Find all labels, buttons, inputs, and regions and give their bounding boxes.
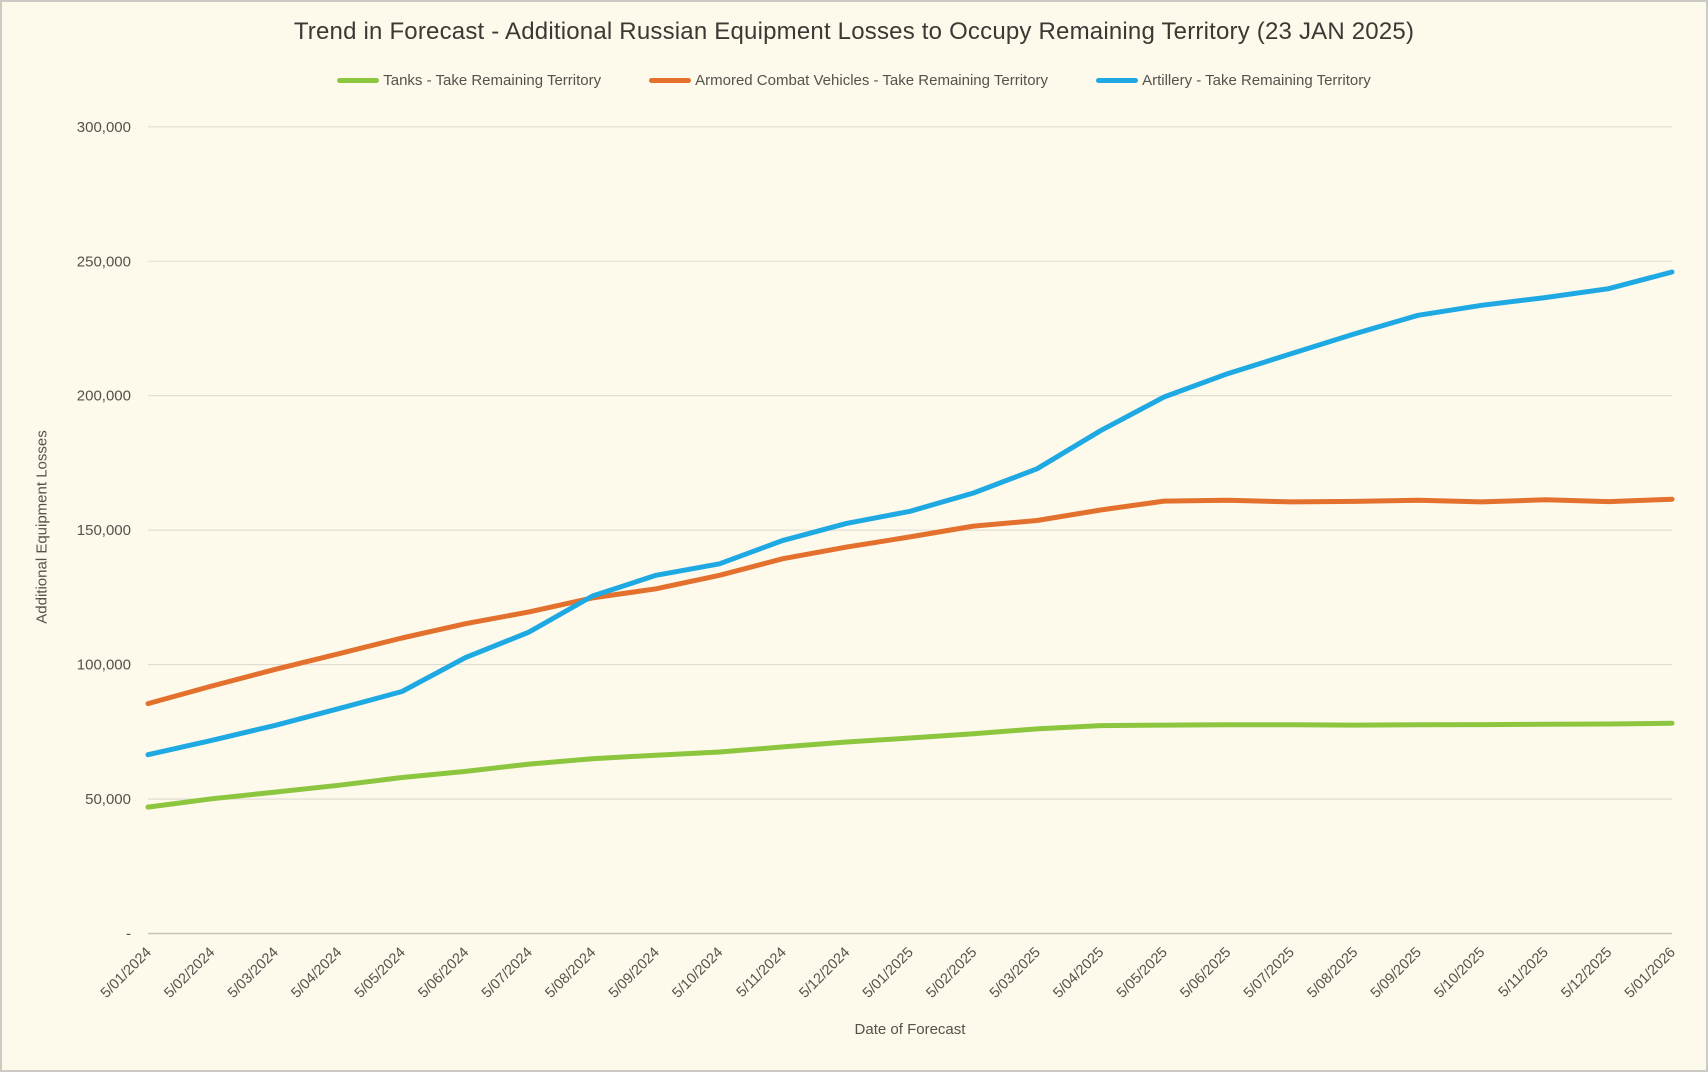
x-tick-label: 5/09/2024 (606, 945, 663, 1002)
y-tick-label: - (126, 926, 131, 943)
legend-swatch-icon (1096, 78, 1139, 83)
legend-label: Armored Combat Vehicles - Take Remaining… (695, 72, 1049, 89)
x-tick-label: 5/09/2025 (1368, 945, 1425, 1002)
x-tick-label: 5/07/2025 (1241, 945, 1298, 1002)
x-tick-label: 5/03/2025 (987, 945, 1044, 1002)
legend-item-1: Armored Combat Vehicles - Take Remaining… (649, 72, 1048, 89)
legend-label: Tanks - Take Remaining Territory (383, 72, 602, 89)
x-tick-label: 5/05/2025 (1114, 945, 1171, 1002)
x-tick-label: 5/05/2024 (352, 945, 409, 1002)
legend-item-0: Tanks - Take Remaining Territory (337, 72, 601, 89)
x-tick-label: 5/02/2024 (161, 945, 218, 1002)
y-tick-label: 50,000 (85, 791, 131, 808)
series-line-0 (145, 720, 1675, 810)
x-tick-label: 5/06/2025 (1177, 945, 1234, 1002)
x-axis-title: Date of Forecast (854, 1021, 966, 1038)
y-tick-label: 200,000 (77, 388, 131, 405)
x-tick-label: 5/02/2025 (923, 945, 980, 1002)
x-tick-label: 5/08/2025 (1304, 945, 1361, 1002)
legend: Tanks - Take Remaining Territory Armored … (2, 72, 1706, 89)
y-axis-title: Additional Equipment Losses (33, 430, 51, 624)
x-tick-label: 5/01/2024 (98, 945, 155, 1002)
y-tick-label: 250,000 (77, 253, 131, 270)
y-tick-label: 150,000 (77, 522, 131, 539)
x-tick-label: 5/10/2024 (669, 945, 726, 1002)
x-tick-label: 5/01/2026 (1622, 945, 1679, 1002)
x-tick-label: 5/06/2024 (415, 945, 472, 1002)
x-tick-label: 5/04/2024 (288, 945, 345, 1002)
series-line-1 (145, 496, 1675, 707)
x-tick-label: 5/07/2024 (479, 945, 536, 1002)
x-tick-label: 5/12/2025 (1558, 945, 1615, 1002)
series-line-2 (145, 269, 1675, 758)
x-tick-label: 5/12/2024 (796, 945, 853, 1002)
x-tick-label: 5/11/2024 (734, 945, 790, 1001)
legend-swatch-icon (649, 78, 692, 83)
x-tick-label: 5/08/2024 (542, 945, 599, 1002)
x-tick-label: 5/11/2025 (1496, 945, 1552, 1001)
chart-title: Trend in Forecast - Additional Russian E… (293, 18, 1415, 45)
legend-label: Artillery - Take Remaining Territory (1142, 72, 1371, 89)
x-tick-label: 5/03/2024 (225, 945, 282, 1002)
legend-item-2: Artillery - Take Remaining Territory (1096, 72, 1371, 89)
x-tick-label: 5/10/2025 (1431, 945, 1488, 1002)
y-tick-label: 300,000 (77, 119, 131, 136)
y-tick-label: 100,000 (77, 657, 131, 674)
legend-swatch-icon (337, 78, 380, 83)
x-tick-label: 5/04/2025 (1050, 945, 1107, 1002)
x-tick-label: 5/01/2025 (860, 945, 917, 1002)
